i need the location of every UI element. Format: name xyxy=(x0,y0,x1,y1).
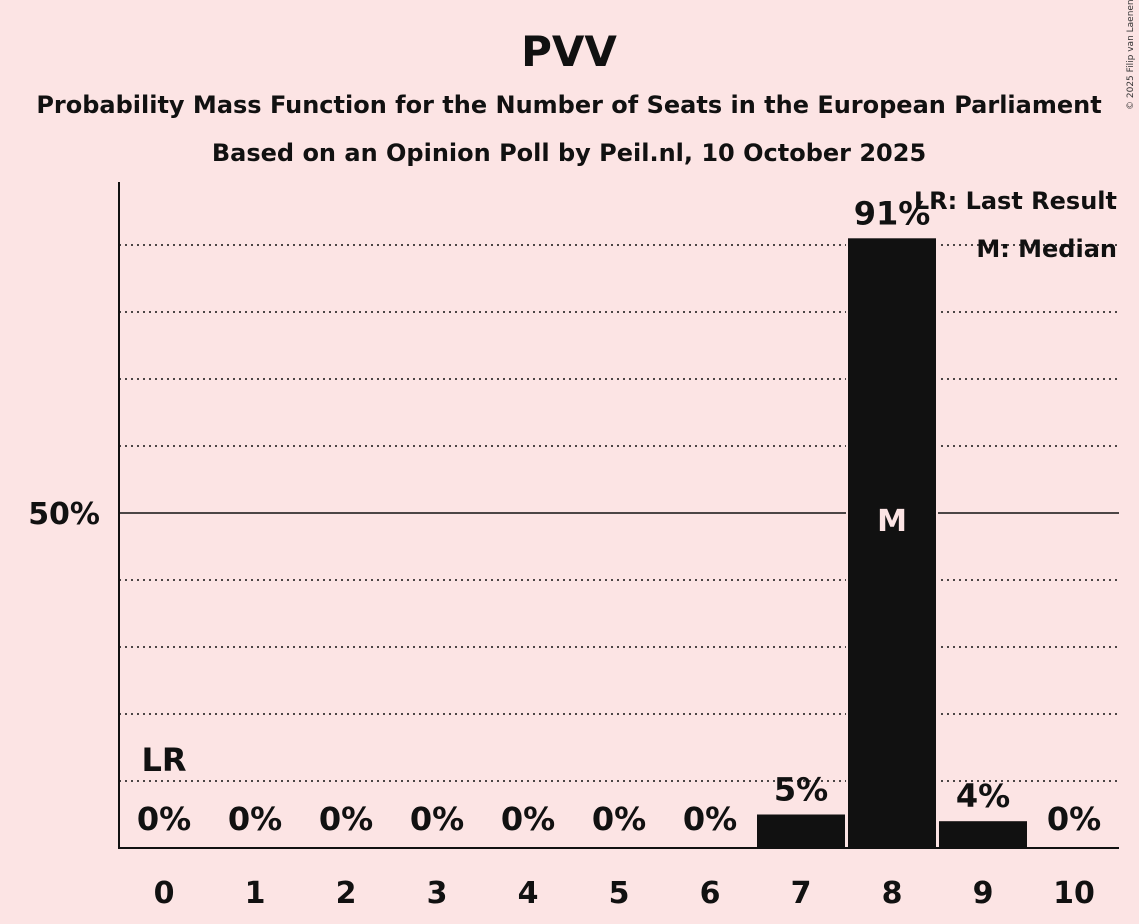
x-tick-label: 8 xyxy=(882,876,903,911)
grid-lines xyxy=(119,244,1119,782)
bar-value-label: 0% xyxy=(319,800,373,838)
median-marker: M xyxy=(877,504,907,539)
chart-title: PVV xyxy=(521,27,617,76)
bar-value-label: 0% xyxy=(137,800,191,838)
x-tick-label: 3 xyxy=(427,876,448,911)
x-tick-labels: 0 1 2 3 4 5 6 7 8 9 10 xyxy=(154,876,1095,911)
bar-value-label: 0% xyxy=(228,800,282,838)
bar-value-label: 5% xyxy=(774,771,828,809)
x-tick-label: 0 xyxy=(154,876,175,911)
bar-value-label: 0% xyxy=(683,800,737,838)
y-tick-labels: 50% xyxy=(28,497,100,532)
x-tick-label: 5 xyxy=(609,876,630,911)
x-tick-label: 7 xyxy=(791,876,812,911)
bar-value-label: 0% xyxy=(501,800,555,838)
legend-entry: LR: Last Result xyxy=(914,187,1117,215)
bar-value-label: 0% xyxy=(410,800,464,838)
x-tick-label: 10 xyxy=(1053,876,1095,911)
x-tick-label: 1 xyxy=(245,876,266,911)
x-tick-label: 9 xyxy=(973,876,994,911)
bar xyxy=(848,238,936,849)
x-tick-label: 2 xyxy=(336,876,357,911)
last-result-marker: LR xyxy=(141,741,186,779)
legend: LR: Last Result M: Median xyxy=(914,187,1117,263)
x-tick-label: 6 xyxy=(700,876,721,911)
y-tick-label: 50% xyxy=(28,497,100,532)
chart-subtitle: Probability Mass Function for the Number… xyxy=(36,91,1101,119)
bar xyxy=(757,814,845,848)
bar-value-label: 4% xyxy=(956,777,1010,815)
chart-subtitle-source: Based on an Opinion Poll by Peil.nl, 10 … xyxy=(212,139,926,167)
bar-value-label: 91% xyxy=(854,194,931,232)
bar xyxy=(939,821,1027,848)
bar-value-label: 0% xyxy=(1047,800,1101,838)
bar-value-label: 0% xyxy=(592,800,646,838)
bars xyxy=(755,236,1029,849)
value-labels: 0% 0% 0% 0% 0% 0% 0% 5% 91% 4% 0% M LR xyxy=(137,194,1101,838)
x-tick-label: 4 xyxy=(518,876,539,911)
copyright-text: © 2025 Filip van Laenen xyxy=(1126,0,1136,110)
legend-entry: M: Median xyxy=(976,235,1117,263)
